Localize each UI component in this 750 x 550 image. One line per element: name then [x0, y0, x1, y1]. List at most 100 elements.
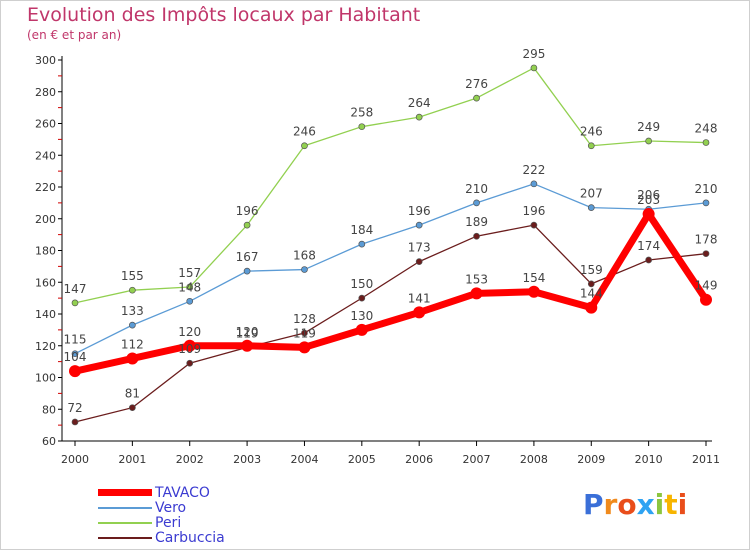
data-label-carbuccia: 189 — [465, 215, 488, 229]
legend-item-peri: Peri — [98, 514, 182, 531]
legend-label-tavaco: TAVACO — [155, 484, 210, 501]
data-label-vero: 196 — [408, 204, 431, 218]
data-point-vero — [71, 350, 79, 358]
chart-title: Evolution des Impôts locaux par Habitant — [27, 4, 421, 26]
y-tick-label: 300 — [35, 54, 56, 67]
data-label-vero: 133 — [121, 304, 144, 318]
series-line-tavaco — [71, 210, 710, 375]
data-point-peri — [301, 142, 308, 150]
data-label-vero: 168 — [293, 249, 316, 263]
y-tick-label: 140 — [35, 308, 56, 321]
x-tick-label: 2001 — [118, 453, 146, 466]
data-label-peri: 248 — [695, 122, 718, 136]
data-label-tavaco: 141 — [408, 291, 431, 305]
data-point-tavaco — [470, 287, 483, 300]
data-label-vero: 222 — [522, 163, 545, 177]
data-point-vero — [301, 266, 308, 273]
data-point-carbuccia — [301, 329, 308, 337]
data-point-peri — [358, 123, 366, 131]
data-point-tavaco — [298, 341, 311, 354]
data-point-carbuccia — [415, 258, 423, 265]
data-label-carbuccia: 196 — [522, 204, 545, 218]
data-point-vero — [129, 321, 136, 329]
chart-subtitle: (en € et par an) — [27, 28, 122, 42]
data-point-peri — [186, 283, 194, 291]
data-label-carbuccia: 159 — [580, 263, 603, 277]
y-tick-label: 60 — [42, 435, 56, 448]
data-point-vero — [358, 240, 366, 248]
data-point-tavaco — [126, 352, 139, 365]
data-label-carbuccia: 173 — [408, 241, 431, 255]
x-tick-label: 2006 — [405, 453, 433, 466]
logo-letter: i — [677, 488, 688, 521]
data-point-carbuccia — [530, 221, 538, 229]
y-tick-label: 120 — [35, 340, 56, 353]
data-point-vero — [530, 180, 538, 188]
data-label-carbuccia: 119 — [236, 326, 259, 340]
x-tick-label: 2005 — [348, 453, 376, 466]
data-point-tavaco — [241, 339, 254, 352]
data-point-peri — [645, 137, 652, 145]
data-label-peri: 258 — [350, 106, 373, 120]
x-tick-label: 2000 — [61, 453, 89, 466]
legend-label-vero: Vero — [155, 499, 187, 516]
data-label-peri: 264 — [408, 96, 431, 110]
data-label-peri: 196 — [236, 204, 259, 218]
legend-swatch-carbuccia — [98, 536, 152, 539]
data-point-peri — [243, 221, 251, 229]
data-point-peri — [129, 286, 136, 294]
series-line-vero — [74, 183, 707, 355]
data-point-peri — [587, 142, 595, 150]
data-point-carbuccia — [129, 404, 136, 412]
logo-letter: t — [664, 488, 678, 521]
data-label-vero: 210 — [465, 182, 488, 196]
x-tick-label: 2010 — [635, 453, 663, 466]
data-label-vero: 184 — [350, 223, 373, 237]
data-label-peri: 295 — [522, 47, 545, 61]
data-point-tavaco — [700, 293, 712, 306]
data-point-vero — [186, 297, 194, 305]
data-point-tavaco — [585, 301, 598, 314]
data-label-carbuccia: 72 — [67, 401, 82, 415]
y-tick-label: 100 — [35, 372, 56, 385]
data-point-tavaco — [642, 207, 655, 220]
data-label-vero: 167 — [236, 250, 259, 264]
data-point-carbuccia — [702, 250, 710, 258]
data-label-carbuccia: 109 — [178, 342, 201, 356]
data-label-tavaco: 119 — [293, 326, 316, 340]
data-point-tavaco — [69, 365, 81, 378]
legend-item-carbuccia: Carbuccia — [98, 530, 225, 546]
y-tick-label: 240 — [35, 149, 56, 162]
data-label-tavaco: 153 — [465, 272, 488, 286]
data-label-carbuccia: 150 — [350, 277, 373, 291]
data-label-peri: 155 — [121, 269, 144, 283]
y-tick-label: 220 — [35, 181, 56, 194]
data-point-peri — [530, 64, 538, 72]
data-label-tavaco: 130 — [350, 309, 373, 323]
data-point-carbuccia — [358, 294, 366, 302]
data-label-peri: 246 — [293, 125, 316, 139]
data-point-vero — [702, 199, 710, 207]
data-label-peri: 246 — [580, 125, 603, 139]
data-point-tavaco — [413, 306, 426, 319]
data-point-vero — [587, 204, 595, 211]
data-point-vero — [243, 267, 251, 275]
logo-letter: P — [583, 488, 604, 521]
data-point-peri — [473, 94, 480, 102]
data-label-tavaco: 149 — [695, 279, 718, 293]
legend-item-tavaco: TAVACO — [98, 484, 210, 501]
data-point-carbuccia — [473, 232, 480, 240]
logo-letter: x — [636, 488, 655, 521]
logo-letter: i — [654, 488, 665, 521]
y-tick-label: 80 — [42, 403, 56, 416]
data-label-tavaco: 104 — [64, 350, 87, 364]
data-label-peri: 157 — [178, 266, 201, 280]
legend-label-peri: Peri — [155, 514, 182, 531]
data-label-carbuccia: 174 — [637, 239, 660, 253]
x-tick-label: 2009 — [577, 453, 605, 466]
data-label-vero: 206 — [637, 188, 660, 202]
x-tick-label: 2008 — [520, 453, 548, 466]
x-tick-label: 2011 — [692, 453, 720, 466]
series-line-carbuccia — [74, 224, 707, 423]
